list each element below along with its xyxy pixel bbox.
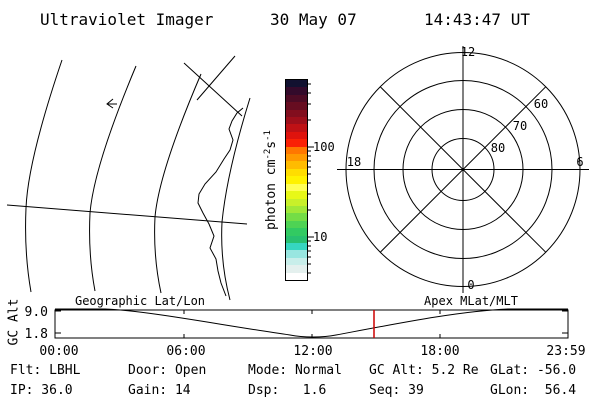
colorbar-ticks [307, 83, 314, 274]
timeline-ytick-9: 9.0 [24, 305, 48, 320]
timeline-frame [54, 309, 569, 339]
latitude-line [6, 204, 248, 225]
status-glat: GLat: -56.0 [490, 363, 577, 378]
coastline [197, 107, 244, 297]
timeline-xtick: 12:00 [293, 344, 333, 359]
status-seq: Seq: 39 [369, 383, 424, 398]
grid-diagonal-line [183, 62, 243, 117]
unit-exponent: -1 [262, 130, 273, 141]
status-mode: Mode: Normal [248, 363, 342, 378]
timeline-plot [54, 308, 569, 339]
colorbar-gradient [285, 79, 308, 281]
timeline-title-apex: Apex MLat/MLT [424, 294, 518, 308]
mlat-label-80: 80 [490, 141, 506, 155]
status-flt: Flt: LBHL [10, 363, 81, 378]
polar-plot [337, 46, 589, 293]
timeline-ytick-1.8: 1.8 [24, 327, 48, 342]
header-date: 30 May 07 [270, 10, 357, 29]
timeline-title-geographic: Geographic Lat/Lon [74, 294, 206, 308]
unit-mid: s [264, 140, 280, 149]
page-title: Ultraviolet Imager [40, 10, 214, 29]
unit-prefix: photon cm [264, 159, 280, 230]
status-door: Door: Open [128, 363, 207, 378]
timeline-xtick: 06:00 [166, 344, 206, 359]
status-gcalt: GC Alt: 5.2 Re [369, 363, 479, 378]
meridian-line [89, 65, 137, 292]
status-ip: IP: 36.0 [10, 383, 73, 398]
spacecraft-marker-icon [106, 98, 117, 109]
status-glon: GLon: 56.4 [490, 383, 577, 398]
altitude-curve [55, 308, 568, 338]
status-gain: Gain: 14 [128, 383, 191, 398]
meridian-line [221, 97, 251, 301]
mlat-label-60: 60 [533, 97, 549, 111]
timeline-y-axis-label: GC Alt [6, 298, 22, 346]
timeline-xtick: 18:00 [420, 344, 460, 359]
mlt-axis-diagonal [379, 86, 547, 253]
meridian-line [25, 59, 63, 293]
map-panel [6, 55, 251, 301]
header-time: 14:43:47 UT [424, 10, 530, 29]
mlt-label-0: 0 [467, 278, 475, 292]
mlt-label-12: 12 [460, 45, 476, 59]
unit-exponent: -2 [262, 148, 273, 160]
timeline-xtick: 00:00 [39, 344, 79, 359]
meridian-line [154, 73, 202, 294]
colorbar-unit-label: photon cm-2s-1 [263, 130, 279, 230]
mlat-label-70: 70 [512, 119, 528, 133]
status-dsp: Dsp: 1.6 [248, 383, 327, 398]
colorbar-tick-label-10: 10 [313, 230, 328, 244]
mlt-label-6: 6 [576, 155, 584, 169]
timeline-xtick: 23:59 [546, 344, 586, 359]
grid-diagonal-line [196, 55, 236, 101]
colorbar-tick-label-100: 100 [313, 140, 335, 154]
mlt-label-18: 18 [346, 155, 362, 169]
